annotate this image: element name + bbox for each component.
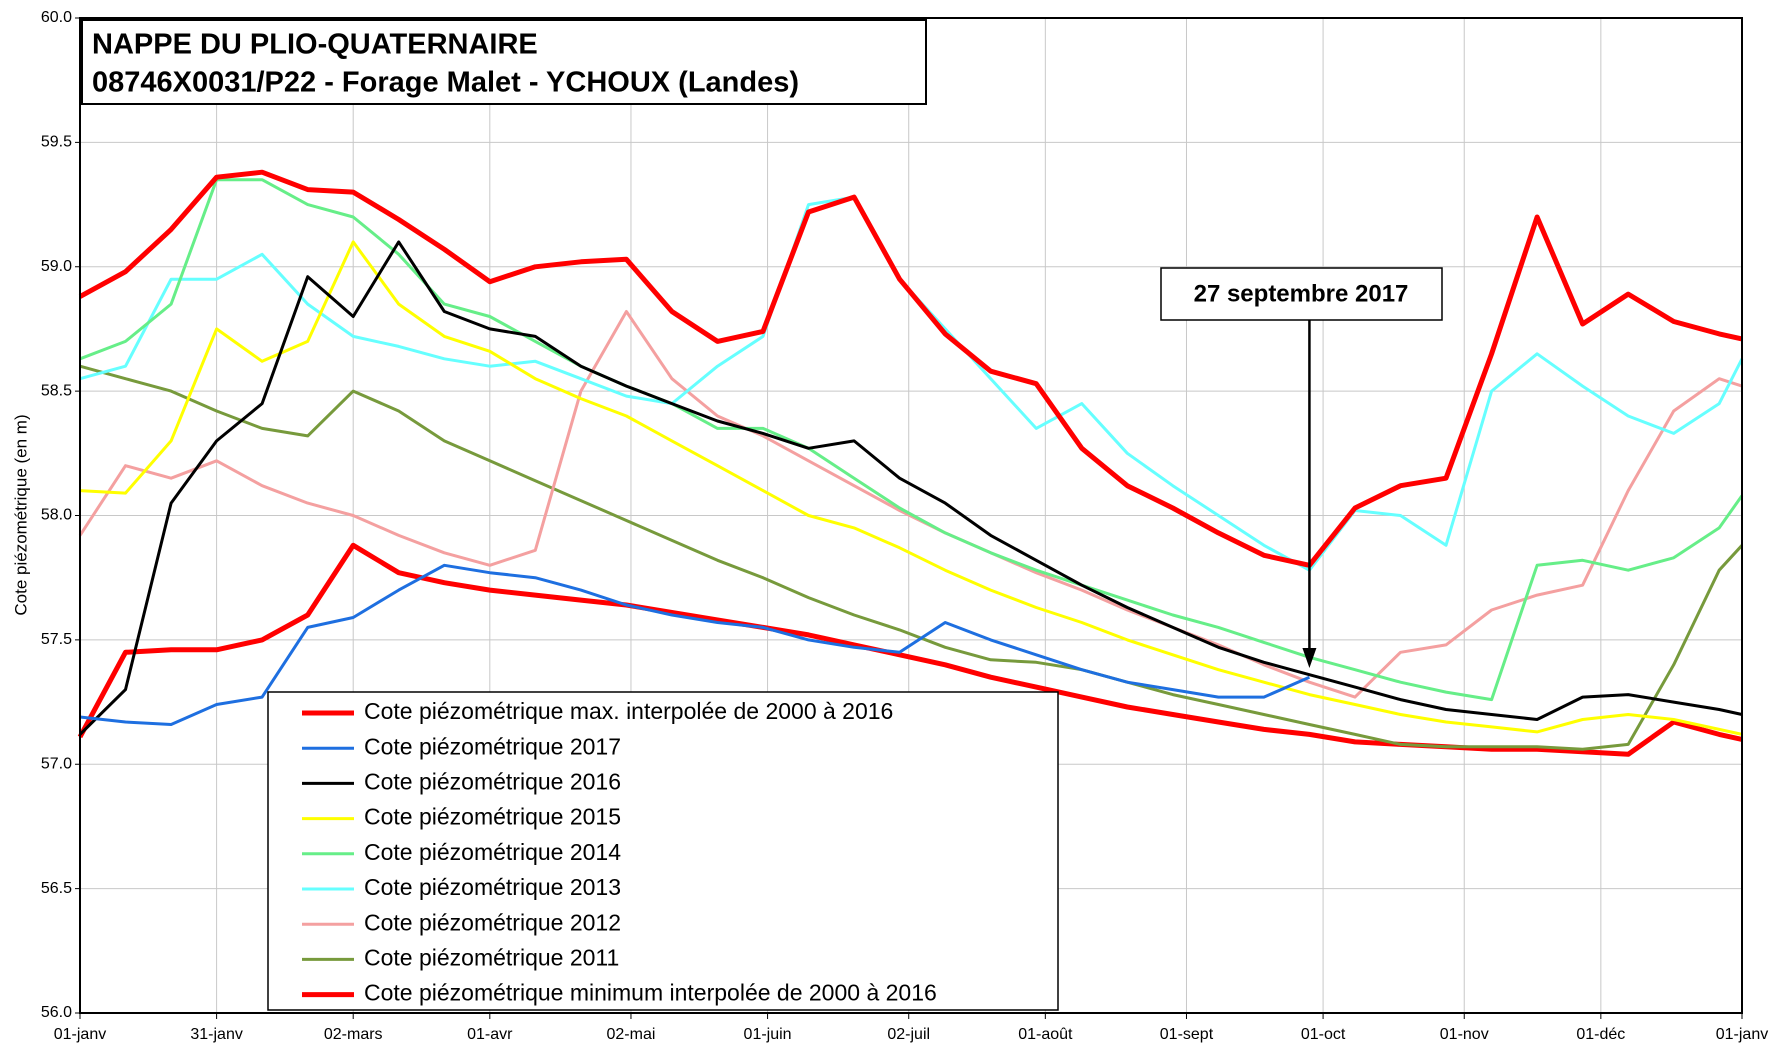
title-box — [81, 19, 927, 105]
x-tick-label: 01-sept — [1160, 1026, 1214, 1043]
legend-box — [267, 691, 1059, 1011]
x-tick-label: 01-nov — [1440, 1026, 1489, 1043]
y-tick-label: 60.0 — [41, 9, 72, 26]
x-tick-label: 01-oct — [1301, 1026, 1346, 1043]
chart-subtitle: 08746X0031/P22 - Forage Malet - YCHOUX (… — [92, 67, 799, 99]
annotation: 27 septembre 2017 — [1160, 267, 1443, 668]
legend: Cote piézométrique max. interpolée de 20… — [267, 691, 1059, 1011]
plot-frame — [79, 17, 1743, 1014]
legend-label: Cote piézométrique max. interpolée de 20… — [364, 698, 893, 724]
series-line — [78, 240, 1743, 736]
x-tick-label: 01-janv — [1716, 1026, 1768, 1043]
x-tick-label: 01-janv — [54, 1026, 106, 1043]
legend-label: Cote piézométrique 2015 — [364, 804, 621, 830]
legend-label: Cote piézométrique 2016 — [364, 768, 621, 794]
x-tick-label: 02-mai — [607, 1026, 656, 1043]
legend-label: Cote piézométrique 2012 — [364, 909, 621, 935]
annotation-text: 27 septembre 2017 — [1194, 280, 1409, 307]
y-tick-label: 57.0 — [41, 755, 72, 772]
series-line — [78, 169, 1743, 568]
x-tick-label: 01-juin — [744, 1026, 792, 1043]
legend-label: Cote piézométrique minimum interpolée de… — [364, 980, 937, 1006]
x-tick-label: 02-juil — [887, 1026, 930, 1043]
legend-label: Cote piézométrique 2014 — [364, 839, 621, 865]
y-tick-label: 59.0 — [41, 258, 72, 275]
series-line — [78, 310, 1743, 699]
legend-label: Cote piézométrique 2017 — [364, 733, 621, 759]
y-axis-label: Cote piézométrique (en m) — [11, 414, 30, 615]
annotation-box — [1160, 267, 1443, 321]
x-tick-label: 01-août — [1018, 1026, 1073, 1043]
legend-label: Cote piézométrique 2013 — [364, 874, 621, 900]
series-line — [79, 178, 1744, 702]
y-tick-label: 56.0 — [41, 1004, 72, 1021]
y-tick-label: 58.5 — [41, 382, 72, 399]
chart-title: NAPPE DU PLIO-QUATERNAIRE — [92, 29, 538, 61]
annotation-arrowhead — [1302, 648, 1317, 668]
x-tick-label: 01-déc — [1576, 1026, 1625, 1043]
y-tick-label: 59.5 — [41, 134, 72, 151]
y-tick-label: 56.5 — [41, 880, 72, 897]
series-line — [79, 240, 1743, 736]
x-tick-label: 02-mars — [324, 1026, 383, 1043]
series-line — [79, 563, 1311, 726]
y-tick-label: 57.5 — [41, 631, 72, 648]
series-line — [77, 542, 1743, 757]
x-tick-label: 31-janv — [190, 1026, 242, 1043]
legend-label: Cote piézométrique 2011 — [364, 944, 619, 970]
lines — [77, 169, 1744, 757]
x-tick-label: 01-avr — [467, 1026, 513, 1043]
y-tick-label: 58.0 — [41, 507, 72, 524]
